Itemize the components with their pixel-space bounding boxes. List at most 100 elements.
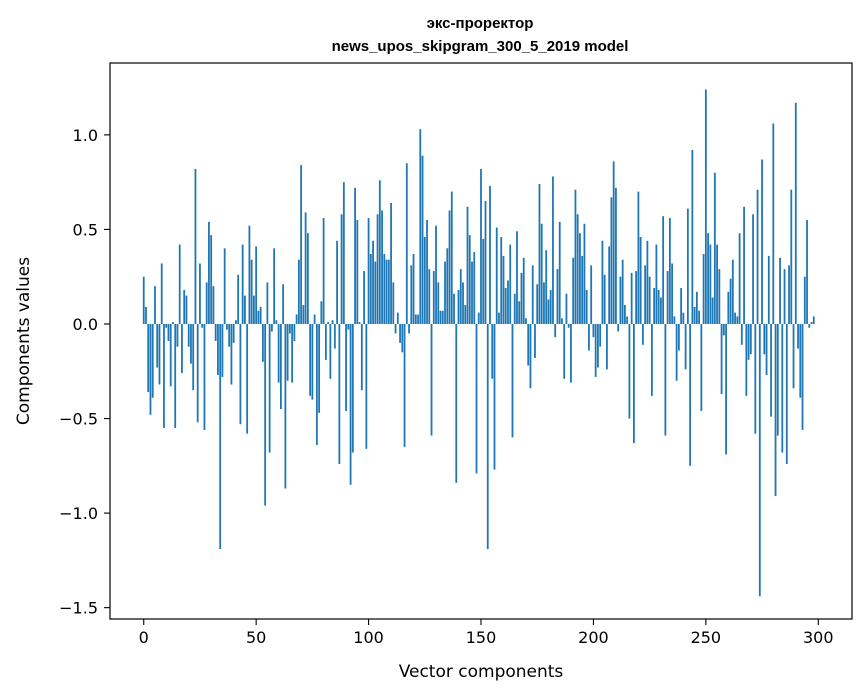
bar-92 (349, 323, 352, 485)
bar-144 (466, 206, 469, 324)
bar-181 (549, 289, 552, 324)
bar-183 (554, 323, 557, 338)
bar-163 (509, 244, 512, 324)
bar-274 (758, 323, 761, 597)
y-tick-label-4: 0.5 (73, 220, 98, 239)
bar-284 (781, 323, 784, 453)
bar-253 (711, 297, 714, 324)
bar-86 (336, 240, 338, 324)
bar-263 (734, 312, 736, 324)
bar-66 (291, 323, 294, 383)
bar-4 (151, 323, 154, 398)
bar-190 (570, 323, 572, 383)
bar-26 (201, 323, 204, 328)
bar-122 (417, 314, 419, 324)
bar-206 (606, 323, 608, 370)
bar-211 (617, 323, 620, 332)
bar-139 (455, 323, 458, 483)
bar-277 (765, 323, 768, 376)
bar-23 (194, 168, 197, 324)
bar-194 (579, 233, 581, 324)
bar-128 (430, 323, 433, 436)
bar-276 (763, 323, 766, 355)
bar-43 (239, 323, 242, 425)
bar-1 (145, 306, 147, 324)
bar-281 (774, 323, 777, 497)
bar-176 (538, 184, 541, 324)
bar-10 (165, 323, 168, 328)
bar-275 (761, 159, 763, 324)
bar-81 (324, 323, 327, 360)
bar-213 (621, 259, 624, 324)
bar-204 (601, 240, 604, 324)
bar-94 (354, 187, 356, 324)
bar-148 (475, 323, 478, 474)
bar-3 (149, 323, 152, 415)
bar-105 (378, 180, 381, 324)
bar-249 (702, 254, 705, 324)
bar-11 (167, 323, 170, 341)
bar-72 (304, 212, 307, 324)
bar-69 (297, 259, 300, 324)
bar-123 (419, 129, 422, 324)
bar-93 (351, 323, 354, 453)
bar-89 (342, 182, 345, 324)
bar-138 (453, 293, 455, 324)
bar-258 (722, 323, 725, 336)
bar-221 (639, 236, 642, 324)
bar-13 (172, 322, 174, 324)
bar-228 (655, 244, 658, 324)
bar-15 (176, 323, 179, 347)
y-axis-label: Components values (14, 257, 34, 425)
bar-252 (709, 244, 712, 324)
y-tick-label-0: −1.5 (59, 599, 98, 618)
bar-14 (174, 323, 177, 428)
bar-119 (410, 265, 413, 324)
bar-96 (358, 322, 361, 324)
bar-32 (214, 323, 217, 341)
bar-245 (693, 306, 696, 324)
bar-35 (221, 323, 224, 377)
bar-264 (736, 316, 739, 324)
bar-297 (810, 322, 813, 324)
bar-257 (720, 323, 723, 394)
bar-265 (738, 233, 741, 324)
bar-202 (597, 323, 599, 368)
bar-164 (511, 323, 514, 438)
bar-39 (230, 323, 233, 385)
bar-130 (435, 225, 437, 324)
bar-147 (473, 252, 476, 324)
bar-113 (396, 312, 399, 324)
bar-200 (592, 323, 595, 338)
bar-58 (273, 248, 276, 324)
bar-95 (356, 219, 359, 324)
bar-214 (624, 305, 626, 324)
bar-76 (313, 314, 316, 324)
bar-296 (808, 323, 811, 328)
bar-141 (459, 269, 462, 324)
bar-292 (799, 323, 802, 398)
bar-179 (545, 250, 548, 324)
bar-192 (574, 189, 577, 324)
bar-256 (718, 269, 721, 324)
bar-223 (644, 265, 647, 324)
bar-64 (286, 323, 289, 381)
bar-142 (462, 282, 464, 324)
bar-222 (641, 323, 644, 345)
bar-53 (262, 323, 264, 362)
x-tick-label-250: 250 (691, 628, 722, 647)
bar-117 (405, 163, 408, 324)
bar-67 (293, 323, 296, 341)
bar-282 (776, 323, 779, 436)
bar-212 (619, 276, 622, 324)
bar-98 (363, 271, 365, 324)
bar-90 (345, 323, 347, 411)
bar-240 (682, 312, 685, 324)
bar-293 (801, 323, 804, 430)
bar-57 (270, 323, 273, 332)
bar-12 (169, 323, 172, 387)
bar-233 (666, 271, 669, 324)
bar-189 (567, 323, 570, 328)
bar-41 (235, 320, 237, 324)
bar-63 (284, 323, 287, 489)
